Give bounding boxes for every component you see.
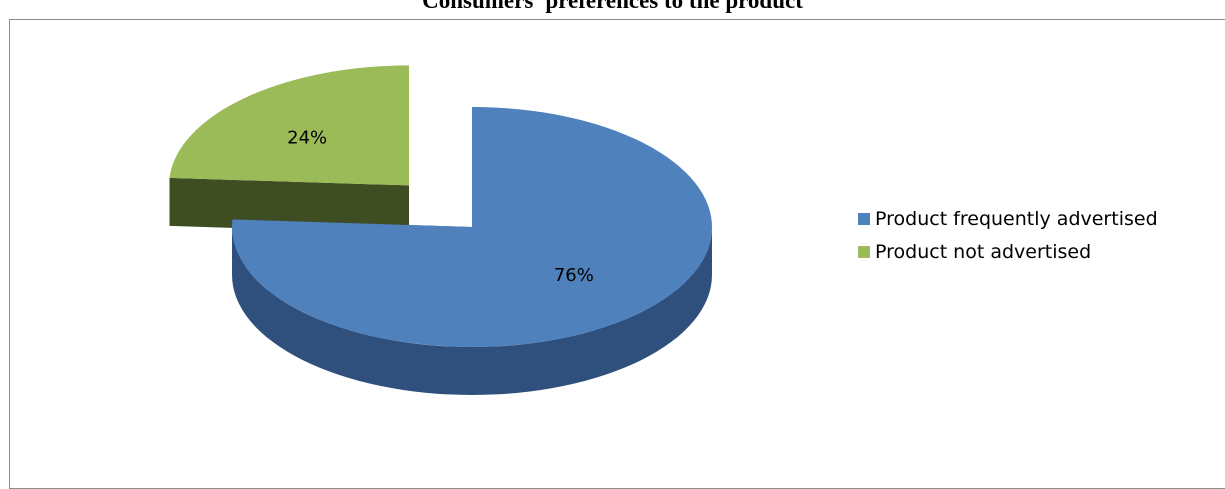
- legend-label-not-advertised: Product not advertised: [875, 241, 1092, 263]
- chart-title: Consumers' preferences to the product: [422, 0, 803, 13]
- legend-label-frequently-advertised: Product frequently advertised: [875, 208, 1158, 230]
- legend-swatch-frequently-advertised: [858, 213, 870, 225]
- pie-chart: 24% 76%: [169, 65, 712, 395]
- data-label-product-frequently-advertised: 76%: [554, 265, 594, 286]
- pie-slice-product-frequently-advertised: [231, 107, 712, 395]
- data-label-product-not-advertised: 24%: [287, 127, 327, 148]
- legend-swatch-not-advertised: [858, 246, 870, 258]
- legend-item-frequently-advertised: Product frequently advertised: [858, 204, 1158, 234]
- chart-legend: Product frequently advertised Product no…: [858, 204, 1158, 270]
- legend-item-not-advertised: Product not advertised: [858, 237, 1158, 267]
- pie-slice-product-not-advertised: [169, 65, 410, 234]
